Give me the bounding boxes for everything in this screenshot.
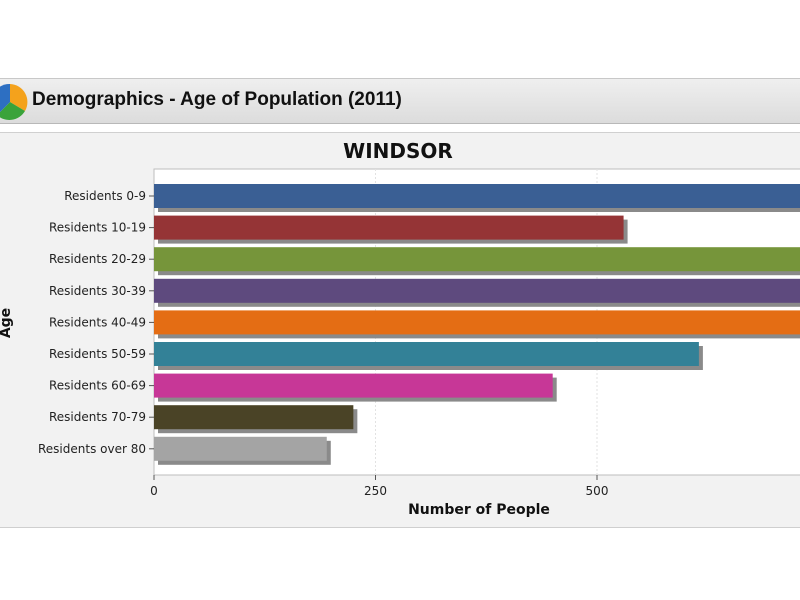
y-category-label: Residents 60-69 [49,379,146,393]
bar[interactable] [154,436,327,461]
y-category-label: Residents 40-49 [49,315,146,329]
bar[interactable] [154,342,699,366]
bar-chart: Residents 0-9 Residents 10-19 Residents 20… [0,139,800,518]
bar[interactable] [154,405,354,430]
pie-chart-icon [0,83,28,120]
x-tick-label: 500 [586,484,609,498]
bar[interactable] [154,373,553,398]
chart-panel: Residents 0-9 Residents 10-19 Residents 20… [0,132,800,528]
bar[interactable] [154,247,800,272]
bar[interactable] [154,215,624,240]
chart-title: WINDSOR [343,139,453,163]
bar[interactable] [154,310,800,335]
x-tick-label: 0 [150,484,158,498]
y-category-label: Residents 10-19 [49,221,146,235]
y-category-label: Residents 20-29 [49,252,146,266]
header-bar: Demographics - Age of Population (2011) [0,78,800,124]
bar[interactable] [154,278,800,303]
x-tick-label: 250 [364,484,387,498]
y-category-label: Residents 70-79 [49,410,146,424]
page-title: Demographics - Age of Population (2011) [32,89,402,110]
bar[interactable] [154,184,800,208]
x-axis-label: Number of People [408,502,550,518]
y-category-label: Residents over 80 [38,442,146,456]
y-axis-label: Age [0,308,14,338]
y-category-label: Residents 30-39 [49,284,146,298]
y-category-label: Residents 50-59 [49,347,146,361]
y-category-label: Residents 0-9 [64,189,146,203]
